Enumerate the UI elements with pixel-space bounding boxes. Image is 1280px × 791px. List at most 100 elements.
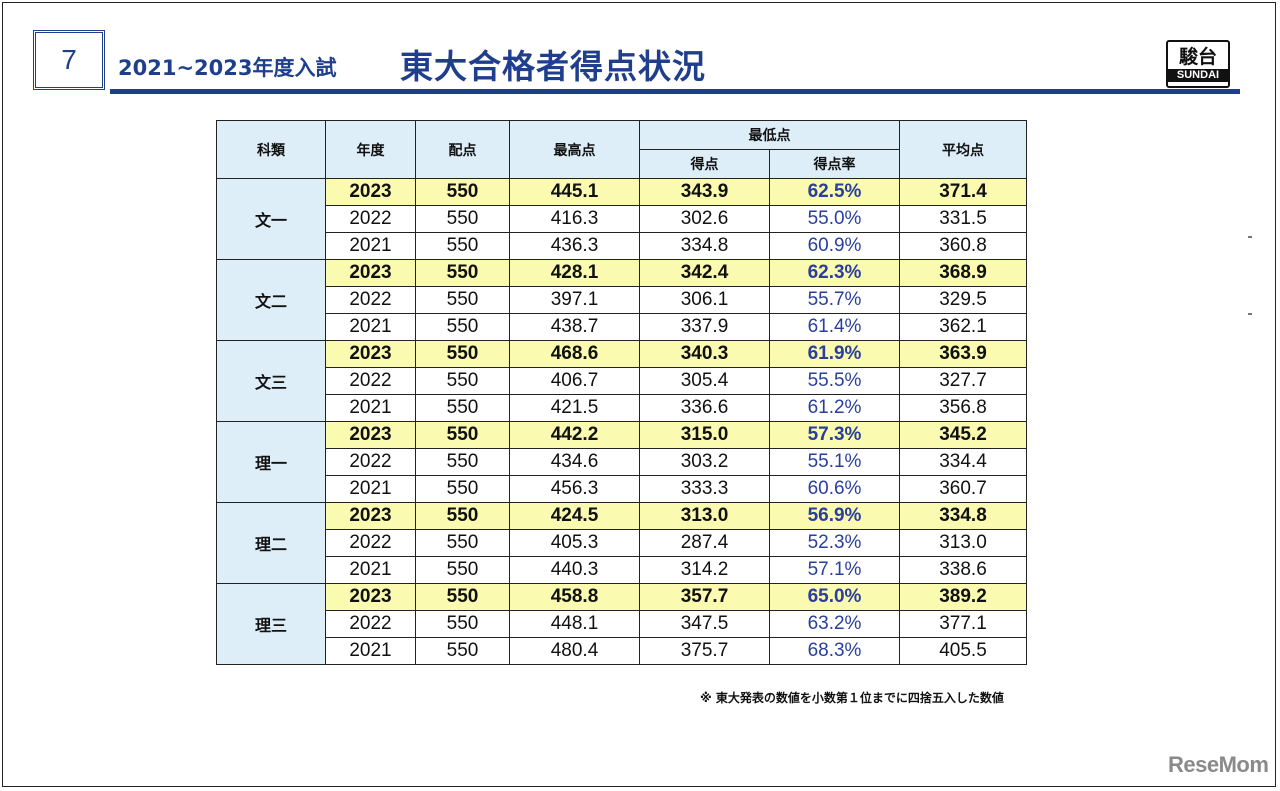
- cell-year: 2021: [325, 232, 416, 260]
- cell-average: 362.1: [899, 313, 1027, 341]
- cell-lowest-score: 303.2: [639, 448, 770, 476]
- cell-full-marks: 550: [415, 367, 510, 395]
- cell-highest: 424.5: [509, 502, 640, 530]
- cell-highest: 438.7: [509, 313, 640, 341]
- slide-subtitle: 2021~2023年度入試: [118, 56, 337, 80]
- cell-year: 2021: [325, 475, 416, 503]
- cell-full-marks: 550: [415, 205, 510, 233]
- slide-title: 東大合格者得点状況: [400, 47, 706, 86]
- cell-full-marks: 550: [415, 286, 510, 314]
- footnote: ※ 東大発表の数値を小数第１位までに四捨五入した数値: [700, 691, 1004, 705]
- header-subject: 科類: [216, 120, 326, 179]
- cell-lowest-score: 336.6: [639, 394, 770, 422]
- table-row: 2022 550 406.7 305.4 55.5% 327.7: [217, 367, 1027, 395]
- cell-highest: 434.6: [509, 448, 640, 476]
- cell-highest: 448.1: [509, 610, 640, 638]
- cell-lowest-rate: 52.3%: [769, 529, 900, 557]
- cell-lowest-rate: 57.1%: [769, 556, 900, 584]
- cell-highest: 445.1: [509, 178, 640, 206]
- cell-year: 2022: [325, 205, 416, 233]
- cell-full-marks: 550: [415, 232, 510, 260]
- cell-average: 329.5: [899, 286, 1027, 314]
- cell-full-marks: 550: [415, 178, 510, 206]
- table-row: 2021 550 438.7 337.9 61.4% 362.1: [217, 313, 1027, 341]
- cell-year: 2022: [325, 610, 416, 638]
- cell-full-marks: 550: [415, 610, 510, 638]
- cell-lowest-score: 306.1: [639, 286, 770, 314]
- page-number-box: 7: [33, 30, 105, 90]
- cell-lowest-rate: 61.4%: [769, 313, 900, 341]
- table-row: 2022 550 416.3 302.6 55.0% 331.5: [217, 205, 1027, 233]
- cell-highest: 428.1: [509, 259, 640, 287]
- cell-year: 2022: [325, 448, 416, 476]
- header-highest: 最高点: [509, 120, 640, 179]
- cell-average: 334.8: [899, 502, 1027, 530]
- cell-year: 2023: [325, 340, 416, 368]
- cell-highest: 480.4: [509, 637, 640, 665]
- cell-lowest-rate: 62.3%: [769, 259, 900, 287]
- header-lowest-rate: 得点率: [769, 149, 900, 179]
- subject-cell: 理三: [216, 583, 326, 665]
- subject-cell: 文三: [216, 340, 326, 422]
- cell-lowest-score: 347.5: [639, 610, 770, 638]
- cell-lowest-rate: 60.6%: [769, 475, 900, 503]
- cell-lowest-score: 375.7: [639, 637, 770, 665]
- table-row: 2022 550 397.1 306.1 55.7% 329.5: [217, 286, 1027, 314]
- cell-full-marks: 550: [415, 394, 510, 422]
- cell-lowest-score: 313.0: [639, 502, 770, 530]
- page-number: 7: [61, 44, 77, 75]
- cell-year: 2023: [325, 178, 416, 206]
- cell-lowest-rate: 57.3%: [769, 421, 900, 449]
- cell-highest: 421.5: [509, 394, 640, 422]
- cell-average: 405.5: [899, 637, 1027, 665]
- cell-full-marks: 550: [415, 637, 510, 665]
- cell-year: 2023: [325, 502, 416, 530]
- cell-lowest-rate: 55.7%: [769, 286, 900, 314]
- cell-lowest-score: 340.3: [639, 340, 770, 368]
- header-average: 平均点: [899, 120, 1027, 179]
- table-row: 2022 550 448.1 347.5 63.2% 377.1: [217, 610, 1027, 638]
- table-row: 理一 2023 550 442.2 315.0 57.3% 345.2: [216, 421, 1027, 503]
- cell-average: 360.8: [899, 232, 1027, 260]
- header-lowest-group: 最低点: [639, 120, 900, 150]
- cell-year: 2023: [325, 583, 416, 611]
- cell-full-marks: 550: [415, 529, 510, 557]
- cell-lowest-score: 314.2: [639, 556, 770, 584]
- scan-mark: [1248, 313, 1252, 315]
- subject-cell: 文二: [216, 259, 326, 341]
- cell-lowest-rate: 63.2%: [769, 610, 900, 638]
- cell-lowest-rate: 60.9%: [769, 232, 900, 260]
- cell-lowest-rate: 55.1%: [769, 448, 900, 476]
- cell-year: 2023: [325, 259, 416, 287]
- logo-kanji: 駿台: [1178, 45, 1217, 68]
- cell-average: 327.7: [899, 367, 1027, 395]
- cell-full-marks: 550: [415, 259, 510, 287]
- table-row: 2022 550 434.6 303.2 55.1% 334.4: [217, 448, 1027, 476]
- cell-highest: 405.3: [509, 529, 640, 557]
- table-header: 科類 年度 配点 最高点 最低点 平均点 得点 得点率: [216, 120, 1027, 179]
- cell-average: 331.5: [899, 205, 1027, 233]
- table-row: 文一 2023 550 445.1 343.9 62.5% 371.4: [216, 178, 1027, 260]
- cell-lowest-rate: 65.0%: [769, 583, 900, 611]
- cell-average: 334.4: [899, 448, 1027, 476]
- cell-year: 2022: [325, 367, 416, 395]
- cell-average: 313.0: [899, 529, 1027, 557]
- table-row: 2021 550 480.4 375.7 68.3% 405.5: [217, 637, 1027, 665]
- cell-lowest-rate: 61.2%: [769, 394, 900, 422]
- cell-full-marks: 550: [415, 475, 510, 503]
- table-row: 2021 550 421.5 336.6 61.2% 356.8: [217, 394, 1027, 422]
- cell-year: 2021: [325, 313, 416, 341]
- cell-lowest-score: 357.7: [639, 583, 770, 611]
- cell-lowest-score: 337.9: [639, 313, 770, 341]
- cell-lowest-score: 343.9: [639, 178, 770, 206]
- subject-cell: 理二: [216, 502, 326, 584]
- cell-lowest-score: 334.8: [639, 232, 770, 260]
- cell-highest: 442.2: [509, 421, 640, 449]
- cell-full-marks: 550: [415, 502, 510, 530]
- cell-average: 377.1: [899, 610, 1027, 638]
- cell-lowest-score: 342.4: [639, 259, 770, 287]
- score-table: 科類 年度 配点 最高点 最低点 平均点 得点 得点率 文一 2023 550 445…: [216, 120, 1027, 665]
- table-row: 理三 2023 550 458.8 357.7 65.0% 389.2: [216, 583, 1027, 665]
- sundai-logo: 駿台 SUNDAI: [1166, 40, 1230, 88]
- cell-average: 368.9: [899, 259, 1027, 287]
